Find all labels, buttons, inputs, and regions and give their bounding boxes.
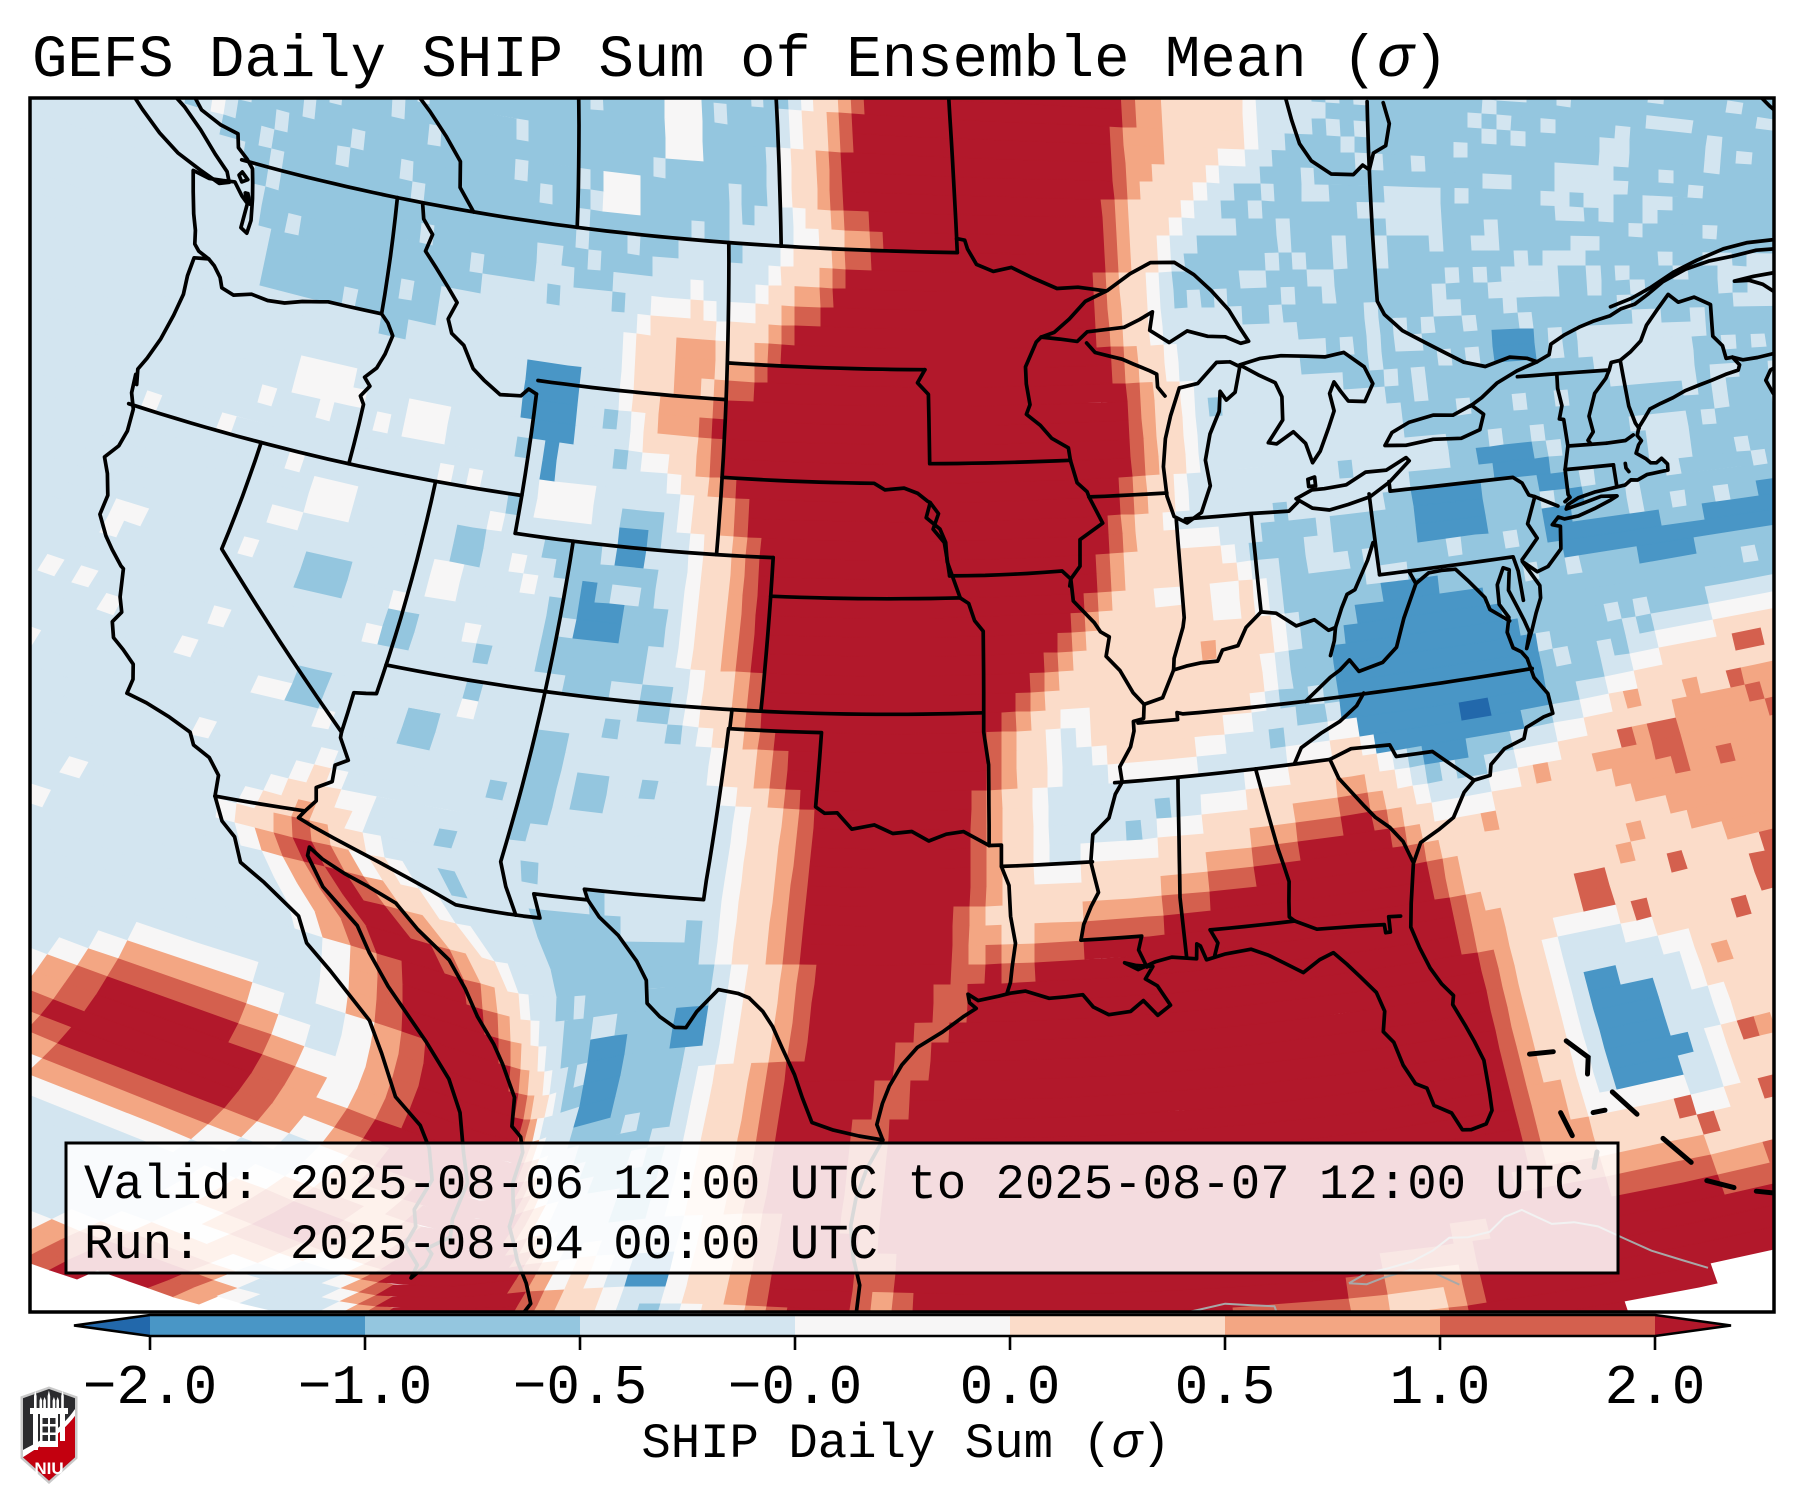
svg-text:1.0: 1.0 [1390, 1356, 1491, 1420]
svg-text:−1.0: −1.0 [298, 1356, 432, 1420]
svg-text:NIU: NIU [34, 1459, 63, 1478]
svg-text:−0.5: −0.5 [513, 1356, 647, 1420]
svg-text:Run: 2025-08-04 00:00 UTC: Run: 2025-08-04 00:00 UTC [84, 1217, 878, 1273]
svg-text:−2.0: −2.0 [83, 1356, 217, 1420]
svg-text:SHIP Daily Sum (σ): SHIP Daily Sum (σ) [641, 1416, 1170, 1472]
svg-text:Valid: 2025-08-06 12:00 UTC to: Valid: 2025-08-06 12:00 UTC to 2025-08-0… [84, 1157, 1584, 1213]
svg-text:0.0: 0.0 [960, 1356, 1061, 1420]
svg-text:GEFS Daily SHIP Sum of Ensembl: GEFS Daily SHIP Sum of Ensemble Mean (σ) [32, 27, 1448, 94]
svg-text:−0.0: −0.0 [728, 1356, 862, 1420]
svg-text:2.0: 2.0 [1605, 1356, 1706, 1420]
svg-text:0.5: 0.5 [1175, 1356, 1276, 1420]
